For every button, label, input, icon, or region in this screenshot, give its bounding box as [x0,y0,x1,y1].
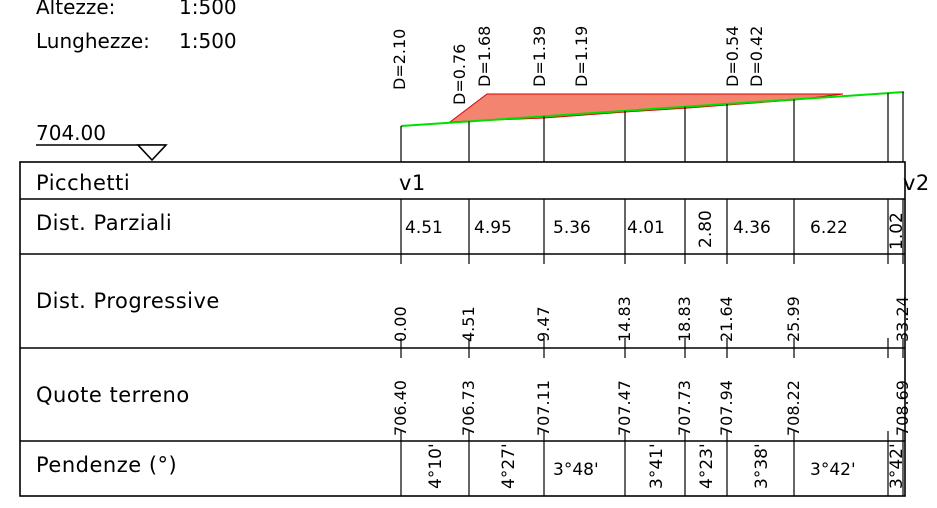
dist-parziale: 4.36 [733,218,771,238]
reference-triangle-icon [136,144,168,162]
dist-parziale: 6.22 [810,218,848,238]
scale-heights-label: Altezze: [36,0,115,19]
profile-table: Picchetti Dist. Parziali Dist. Progressi… [19,92,930,497]
row-label-pendenze: Pendenze (°) [36,453,177,477]
dist-parziale: 2.80 [696,210,716,248]
quota-terreno: 707.11 [534,380,553,436]
depth-label: D=2.10 [390,29,409,90]
reference-elevation: 704.00 [36,121,106,145]
depth-label: D=0.76 [450,44,469,105]
dist-progressiva: 18.83 [675,296,694,342]
pendenza: 3°38' [752,443,772,489]
pendenza: 3°42' [810,460,856,480]
pendenza: 4°27' [499,443,519,489]
station-lines [400,92,904,496]
pendenza: 3°42' [887,443,907,489]
picchetto-start: v1 [399,171,426,195]
dist-progressive-values: 0.00 4.51 9.47 14.83 18.83 21.64 25.99 33.24 [391,296,912,342]
pendenza: 3°41' [647,443,667,489]
dist-progressiva: 4.51 [459,306,478,342]
pendenza: 4°23' [697,443,717,489]
depth-label: D=0.54 [723,26,742,87]
quota-terreno: 708.22 [784,380,803,436]
quota-terreno: 706.40 [391,380,410,436]
row-label-dist-progressive: Dist. Progressive [36,289,220,313]
depth-label: D=1.68 [475,26,494,87]
dist-progressiva: 14.83 [615,296,634,342]
dist-parziale: 4.95 [474,218,512,238]
picchetto-end: v2 [903,171,930,195]
pendenza: 4°10' [426,443,446,489]
row-label-dist-parziali: Dist. Parziali [36,211,172,235]
scale-heights-value: 1:500 [179,0,237,19]
row-label-quote-terreno: Quote terreno [36,383,190,407]
quote-terreno-values: 706.40 706.73 707.11 707.47 707.73 707.94 708.… [391,380,912,436]
row-label-picchetti: Picchetti [36,171,130,195]
depth-label: D=0.42 [747,26,766,87]
quota-terreno: 706.73 [459,380,478,436]
dist-progressiva: 0.00 [391,306,410,342]
depth-labels: D=2.10 D=0.76 D=1.68 D=1.39 D=1.19 D=0.54 D=0.… [390,26,766,105]
quota-terreno: 707.47 [615,380,634,436]
scale-lengths-value: 1:500 [179,29,237,53]
dist-progressiva: 21.64 [717,296,736,342]
quota-terreno: 708.69 [893,380,912,436]
depth-label: D=1.19 [572,26,591,87]
dist-parziali-values: 4.51 4.95 5.36 4.01 2.80 4.36 6.22 1.02 [405,210,907,250]
dist-parziale: 1.02 [887,212,907,250]
quota-terreno: 707.73 [675,380,694,436]
dist-progressiva: 33.24 [893,296,912,342]
pendenza: 3°48' [553,460,599,480]
dist-parziale: 4.51 [405,218,443,238]
profile-drawing [400,91,905,127]
quota-terreno: 707.94 [717,380,736,436]
scale-lengths-label: Lunghezze: [36,29,150,53]
dist-parziale: 4.01 [627,218,665,238]
terrain-line [400,91,905,127]
dist-parziale: 5.36 [553,218,591,238]
pendenze-values: 4°10' 4°27' 3°48' 3°41' 4°23' 3°38' 3°42' 3°42' [426,443,907,489]
table-border [19,161,906,497]
dist-progressiva: 9.47 [534,306,553,342]
dist-progressiva: 25.99 [784,296,803,342]
depth-label: D=1.39 [530,26,549,87]
